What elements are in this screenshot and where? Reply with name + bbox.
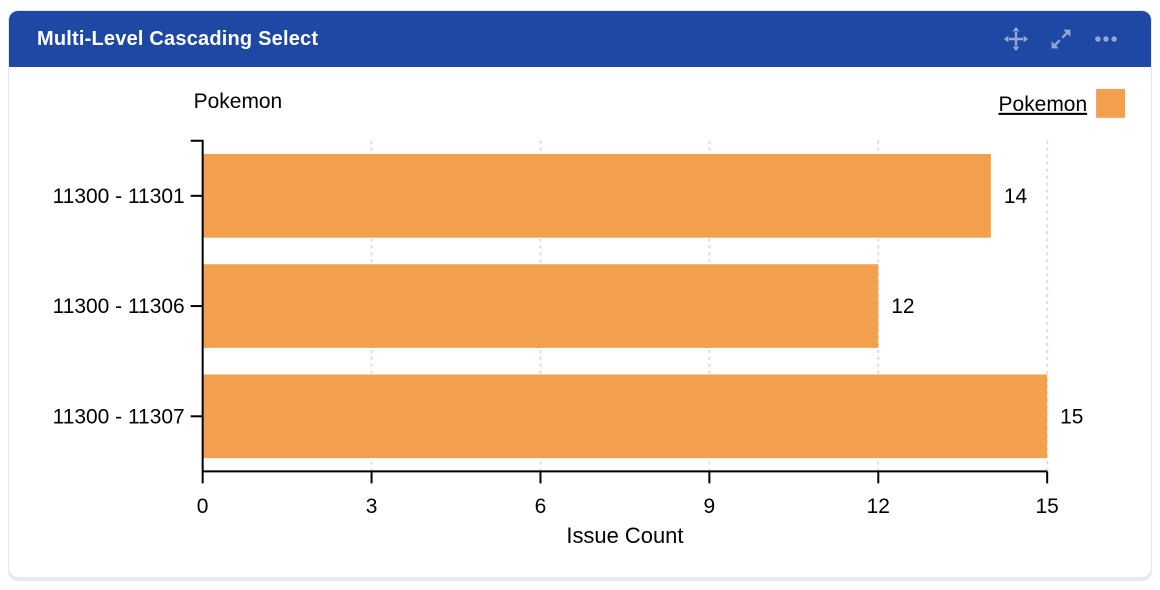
bar-11300-11306[interactable] [202,264,879,348]
legend-item[interactable]: Pokemon [999,88,1126,118]
legend-swatch[interactable] [1096,88,1126,118]
category-label: 11300 - 11307 [53,405,185,428]
x-tick-label: 12 [867,495,890,518]
category-label: 11300 - 11301 [53,185,185,208]
bar-chart: 14 11300 - 11301 12 11300 - 11306 15 11300 - … [53,88,1126,548]
gadget-header: Multi-Level Cascading Select [9,11,1151,67]
bar-value-label: 14 [1004,185,1028,208]
bar-11300-11301[interactable] [202,153,991,238]
legend-label[interactable]: Pokemon [999,93,1088,116]
bar-value-label: 12 [891,295,914,318]
x-tick-label: 6 [535,495,547,518]
ellipsis-icon-glyph [1095,36,1117,42]
header-actions [1001,24,1121,54]
x-tick-label: 3 [366,495,378,518]
bar-value-label: 15 [1060,405,1083,428]
y-axis-title: Pokemon [194,90,283,113]
x-tick-label: 9 [704,495,716,518]
chart-container: 14 11300 - 11301 12 11300 - 11306 15 11300 - … [9,67,1151,577]
gadget-card: Multi-Level Cascading Select [8,10,1152,578]
ellipsis-icon[interactable] [1091,24,1121,54]
x-tick-label: 15 [1036,495,1059,518]
move-icon-glyph [1003,26,1029,52]
x-axis-title: Issue Count [566,523,683,548]
axis-line [190,139,1048,473]
x-tick-label: 0 [197,495,209,518]
category-label: 11300 - 11306 [53,295,185,318]
expand-icon-glyph [1051,29,1071,49]
gadget-title: Multi-Level Cascading Select [37,27,319,50]
move-icon[interactable] [1001,24,1031,54]
expand-icon[interactable] [1046,24,1076,54]
bar-11300-11307[interactable] [202,374,1048,459]
